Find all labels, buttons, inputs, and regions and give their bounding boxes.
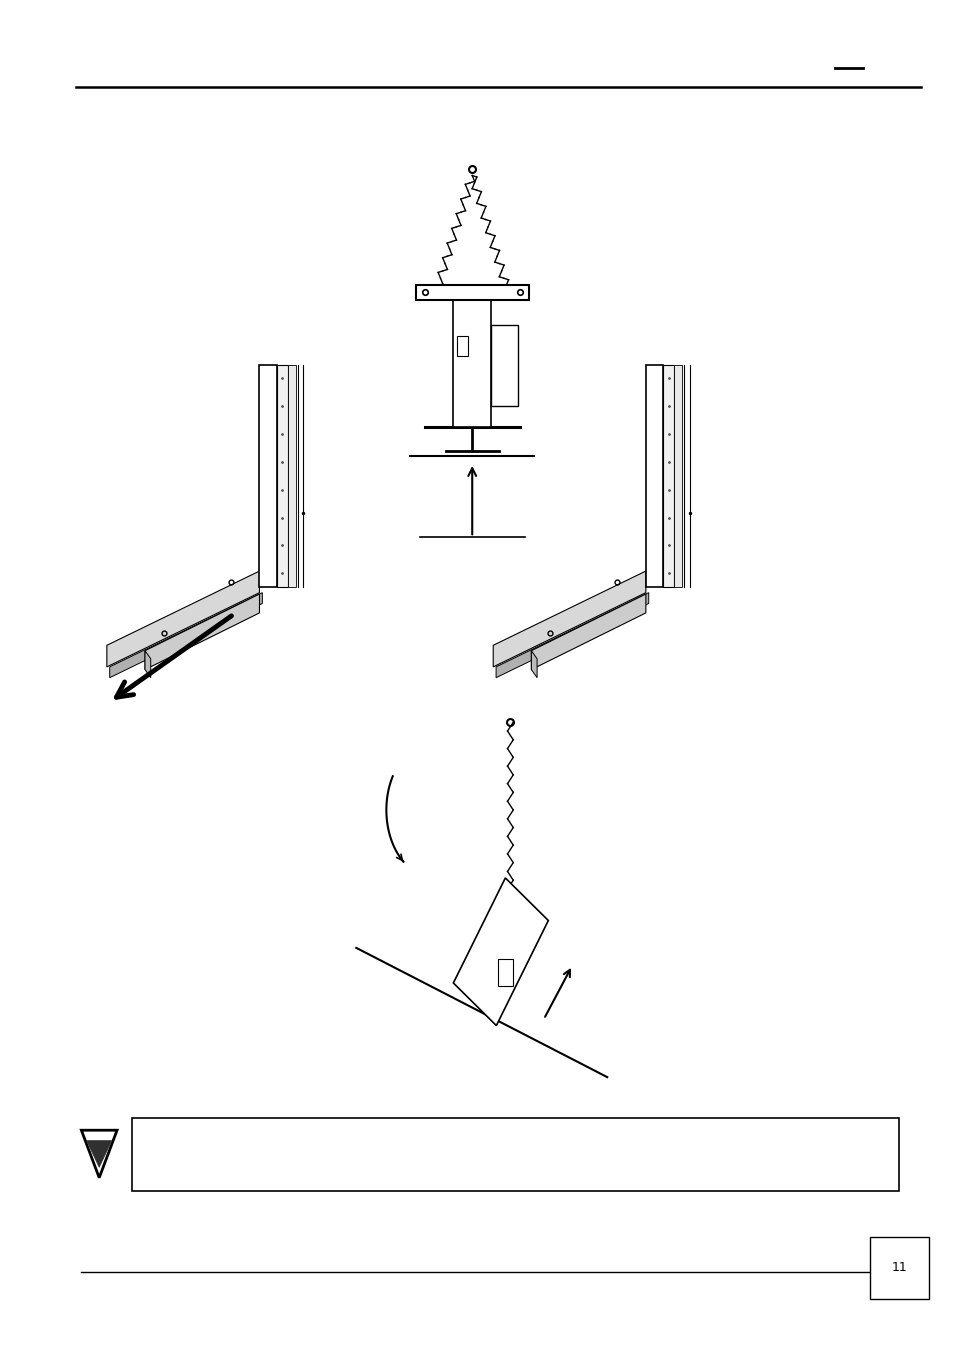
Polygon shape: [531, 651, 537, 678]
Bar: [453, 298, 491, 427]
Polygon shape: [496, 593, 648, 678]
Bar: [645, 364, 662, 587]
Polygon shape: [87, 1141, 112, 1168]
Bar: [456, 336, 468, 356]
Polygon shape: [416, 285, 528, 300]
Polygon shape: [145, 651, 151, 678]
Bar: [869, 1237, 928, 1299]
Bar: [259, 364, 276, 587]
Bar: [662, 364, 674, 587]
Polygon shape: [453, 878, 548, 1026]
Polygon shape: [107, 571, 259, 667]
Polygon shape: [531, 594, 645, 670]
Polygon shape: [145, 594, 259, 670]
Polygon shape: [493, 571, 645, 667]
Polygon shape: [110, 593, 262, 678]
Bar: [674, 364, 681, 587]
Bar: [288, 364, 295, 587]
Bar: [132, 1118, 898, 1191]
Bar: [497, 958, 513, 986]
Bar: [491, 325, 517, 406]
Bar: [276, 364, 288, 587]
Text: 11: 11: [891, 1261, 906, 1274]
Polygon shape: [81, 1130, 117, 1177]
